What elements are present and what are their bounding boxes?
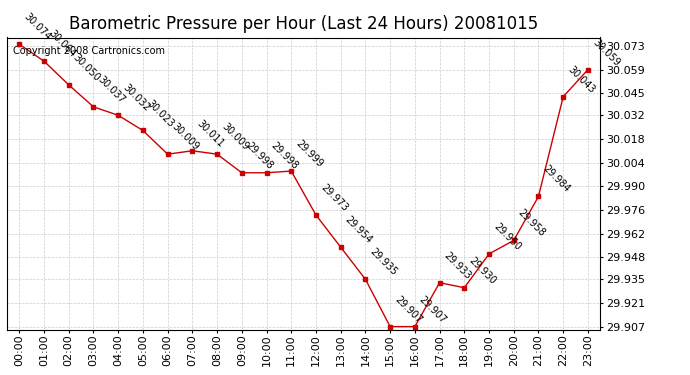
Text: 30.009: 30.009 xyxy=(219,122,250,153)
Text: 29.973: 29.973 xyxy=(318,182,349,213)
Text: 29.930: 29.930 xyxy=(466,255,497,286)
Text: 29.907: 29.907 xyxy=(417,294,448,325)
Text: 30.037: 30.037 xyxy=(96,74,127,105)
Text: 29.984: 29.984 xyxy=(541,164,572,195)
Text: 30.032: 30.032 xyxy=(121,82,152,114)
Text: 30.043: 30.043 xyxy=(566,64,597,95)
Text: 29.998: 29.998 xyxy=(244,140,275,171)
Text: 29.933: 29.933 xyxy=(442,250,473,281)
Text: 30.059: 30.059 xyxy=(591,37,622,68)
Text: 29.954: 29.954 xyxy=(343,214,374,246)
Text: 29.935: 29.935 xyxy=(368,246,399,278)
Text: 29.950: 29.950 xyxy=(491,221,522,252)
Text: 30.011: 30.011 xyxy=(195,118,226,149)
Text: 30.064: 30.064 xyxy=(46,28,77,60)
Text: 30.050: 30.050 xyxy=(71,52,102,83)
Text: 29.998: 29.998 xyxy=(269,140,300,171)
Text: 29.907: 29.907 xyxy=(393,294,424,325)
Text: 29.958: 29.958 xyxy=(516,208,547,239)
Text: 29.999: 29.999 xyxy=(294,138,325,170)
Text: Barometric Pressure per Hour (Last 24 Hours) 20081015: Barometric Pressure per Hour (Last 24 Ho… xyxy=(69,15,538,33)
Text: 30.023: 30.023 xyxy=(146,98,177,129)
Text: Copyright 2008 Cartronics.com: Copyright 2008 Cartronics.com xyxy=(13,46,165,56)
Text: 30.009: 30.009 xyxy=(170,122,201,153)
Text: 30.074: 30.074 xyxy=(22,12,52,43)
